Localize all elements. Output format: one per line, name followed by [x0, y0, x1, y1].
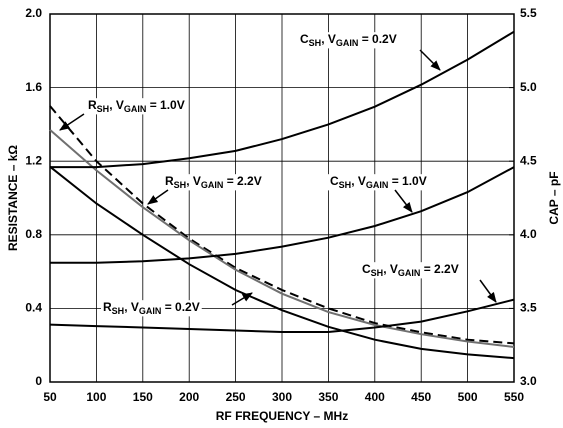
- annotation-part: C: [362, 262, 371, 276]
- annotation-bg: [163, 174, 264, 191]
- annotation-part: SH: [112, 306, 125, 316]
- annotation-part: = 2.2V: [223, 174, 261, 188]
- x-tick-label: 200: [179, 390, 199, 404]
- annotation-arrow: [147, 189, 169, 205]
- x-tick-label: 450: [411, 390, 431, 404]
- annotation-part: SH: [174, 180, 187, 190]
- y-tick-label: 2.0: [25, 6, 42, 20]
- y-tick-label: 0.4: [25, 301, 42, 315]
- x-tick-label: 300: [272, 390, 292, 404]
- annotation-part: GAIN: [139, 306, 162, 316]
- y2-tick-label: 3.5: [520, 301, 537, 315]
- annotation-part: = 0.2V: [161, 300, 199, 314]
- annotation-part: C: [300, 32, 309, 46]
- plot-frame: [49, 13, 515, 383]
- annotation-part: C: [330, 174, 339, 188]
- annotation-part: R: [103, 300, 112, 314]
- annotation-arrow: [231, 292, 253, 306]
- annotation-part: R: [165, 174, 174, 188]
- annotation-part: , V: [321, 32, 336, 46]
- y-tick-label: 0.8: [25, 227, 42, 241]
- annotation-part: GAIN: [366, 180, 389, 190]
- annotation-arrow: [419, 49, 441, 71]
- annotation-part: = 2.2V: [420, 262, 458, 276]
- y2-tick-label: 3.0: [520, 374, 537, 388]
- annotation-part: , V: [351, 174, 366, 188]
- series-line: [49, 298, 515, 333]
- annotation: CSH, VGAIN = 0.2V: [300, 32, 397, 48]
- annotation-bg: [360, 262, 461, 279]
- y-tick-label: 1.2: [25, 153, 42, 167]
- series-line: [49, 165, 515, 360]
- annotation-part: SH: [339, 180, 352, 190]
- y2-tick-label: 5.0: [520, 80, 537, 94]
- annotation-arrow: [59, 113, 85, 131]
- annotation-bg: [86, 98, 187, 115]
- x-tick-label: 150: [133, 390, 153, 404]
- annotation-part: = 1.0V: [388, 174, 426, 188]
- y2-tick-label: 5.5: [520, 6, 537, 20]
- y2-tick-label: 4.5: [520, 153, 537, 167]
- y-axis-title: RESISTANCE – kΩ: [6, 145, 20, 251]
- series-line: [49, 129, 515, 348]
- annotation-bg: [328, 174, 429, 191]
- series-line: [50, 166, 515, 264]
- x-tick-label: 550: [504, 390, 524, 404]
- annotation-part: SH: [97, 104, 110, 114]
- annotation: RSH, VGAIN = 0.2V: [103, 300, 200, 316]
- x-tick-label: 50: [43, 390, 57, 404]
- y2-axis-title: CAP – pF: [547, 171, 561, 224]
- annotation-part: GAIN: [201, 180, 224, 190]
- annotation-part: , V: [383, 262, 398, 276]
- annotation: CSH, VGAIN = 1.0V: [330, 174, 427, 190]
- annotation-arrow: [394, 189, 413, 213]
- annotation-part: GAIN: [398, 268, 421, 278]
- x-tick-label: 350: [318, 390, 338, 404]
- x-axis-title: RF FREQUENCY – MHz: [216, 409, 348, 423]
- annotation-bg: [101, 300, 202, 317]
- annotation-part: , V: [109, 98, 124, 112]
- y-tick-label: 0: [35, 374, 42, 388]
- annotation-part: GAIN: [124, 104, 147, 114]
- annotation-part: GAIN: [336, 38, 359, 48]
- annotation-part: R: [88, 98, 97, 112]
- x-tick-label: 500: [458, 390, 478, 404]
- annotation-part: , V: [186, 174, 201, 188]
- annotation: RSH, VGAIN = 2.2V: [165, 174, 262, 190]
- annotation-arrow: [479, 279, 497, 303]
- annotation: RSH, VGAIN = 1.0V: [88, 98, 185, 114]
- x-tick-label: 100: [86, 390, 106, 404]
- annotation-part: , V: [124, 300, 139, 314]
- annotation-part: = 1.0V: [146, 98, 184, 112]
- series-line: [49, 105, 515, 345]
- x-tick-label: 250: [226, 390, 246, 404]
- annotation-part: = 0.2V: [358, 32, 396, 46]
- annotation-part: SH: [309, 38, 322, 48]
- annotation: CSH, VGAIN = 2.2V: [362, 262, 459, 278]
- y-tick-label: 1.6: [25, 80, 42, 94]
- x-tick-label: 400: [365, 390, 385, 404]
- y2-tick-label: 4.0: [520, 227, 537, 241]
- annotation-part: SH: [371, 268, 384, 278]
- series-line: [50, 30, 515, 169]
- annotation-bg: [298, 32, 399, 49]
